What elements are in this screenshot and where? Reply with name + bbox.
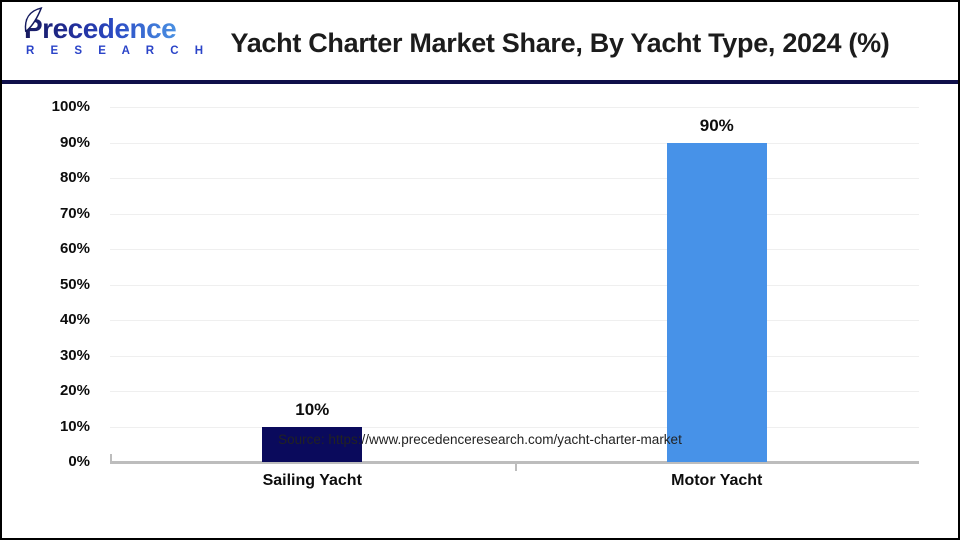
logo-subtitle: R E S E A R C H xyxy=(26,45,210,57)
x-axis-category-label: Motor Yacht xyxy=(671,472,763,489)
gridline xyxy=(110,320,919,321)
header: Precedence R E S E A R C H Yacht Charter… xyxy=(2,2,958,80)
y-axis-tick-label: 30% xyxy=(59,346,90,364)
bar-motor-yacht xyxy=(666,142,767,462)
y-axis-tick-label: 80% xyxy=(59,169,90,186)
plot-area: 0% 10% 20% 30% 40% 50% 60% 70% 80% 90% 100% 10% Sail… xyxy=(2,84,958,538)
gridline xyxy=(110,355,919,357)
y-axis-tick-label: 10% xyxy=(59,417,90,435)
axis-corner-tick xyxy=(110,454,112,461)
y-axis-tick-label: 70% xyxy=(59,204,90,222)
source-text: Source: https://www.precedenceresearch.c… xyxy=(278,432,682,447)
bar-value-label: 90% xyxy=(699,115,734,135)
gridline xyxy=(110,284,919,286)
gridline xyxy=(110,426,919,428)
bar-value-label: 10% xyxy=(295,399,330,419)
x-axis-baseline xyxy=(110,461,919,464)
y-axis-tick-label: 90% xyxy=(59,133,90,151)
category-separator-tick xyxy=(514,464,517,471)
gridline xyxy=(110,107,919,108)
y-axis-tick-label: 0% xyxy=(68,453,90,470)
y-axis-tick-label: 40% xyxy=(59,311,90,328)
gridline xyxy=(110,249,919,250)
chart-title: Yacht Charter Market Share, By Yacht Typ… xyxy=(230,28,890,58)
gridline xyxy=(110,391,919,392)
leaf-icon xyxy=(24,7,43,33)
y-axis-tick-label: 100% xyxy=(51,98,90,115)
x-axis-category-label: Sailing Yacht xyxy=(262,472,362,489)
y-axis-tick-label: 20% xyxy=(59,382,90,399)
precedence-research-logo: Precedence R E S E A R C H xyxy=(24,7,210,57)
gridline xyxy=(110,213,919,215)
gridline xyxy=(110,178,919,179)
y-axis-tick-label: 60% xyxy=(59,240,90,257)
header-divider xyxy=(2,80,958,84)
y-axis-tick-label: 50% xyxy=(59,275,90,293)
gridline xyxy=(110,142,919,144)
bar-sailing-yacht xyxy=(262,426,363,462)
logo-wordmark: Precedence xyxy=(24,13,177,44)
